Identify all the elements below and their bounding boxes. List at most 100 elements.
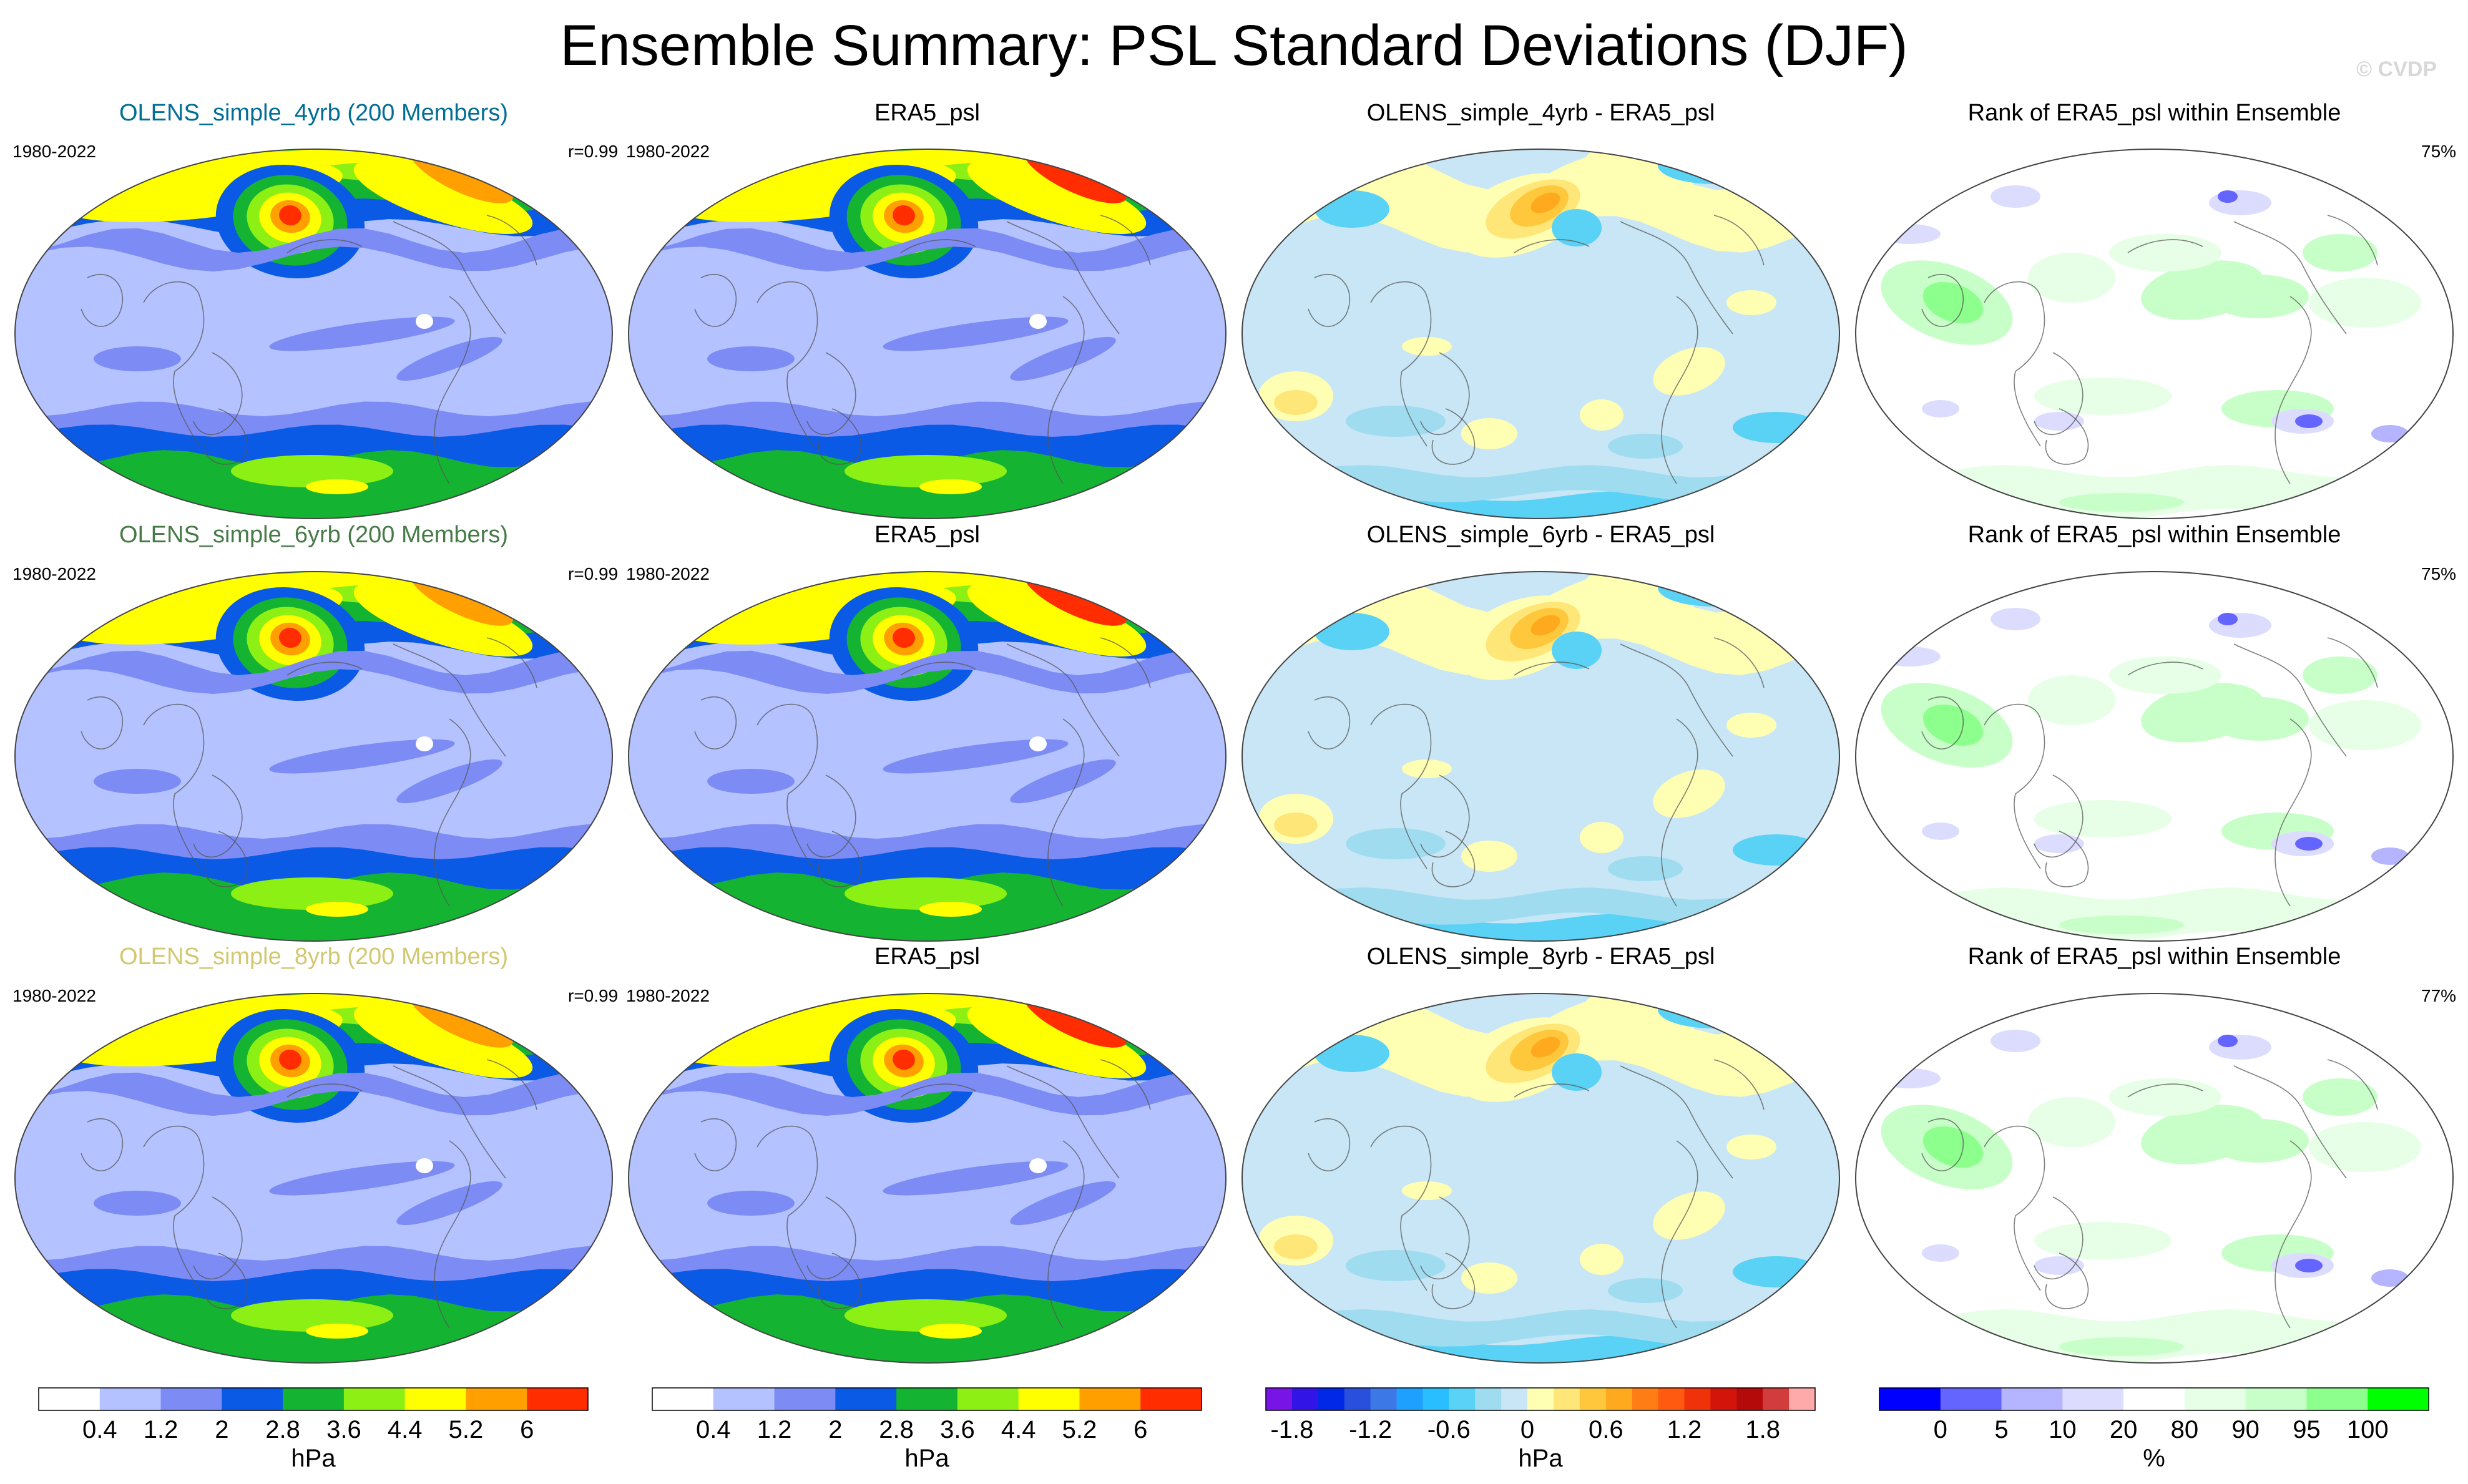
colorbar-tick-label: 2 — [215, 1416, 228, 1443]
colorbar-tick-label: 0 — [1520, 1416, 1534, 1443]
ensemble-mean-map-title: OLENS_simple_4yrb (200 Members) — [119, 100, 508, 126]
pattern-correlation-label: r=0.99 — [568, 564, 619, 583]
colorbar-swatch — [2001, 1388, 2063, 1410]
colorbar-swatch — [99, 1388, 162, 1410]
colorbar-tick-label: 2.8 — [879, 1416, 914, 1443]
ensemble-mean-map — [14, 993, 613, 1364]
colorbar-tick-label: 80 — [2171, 1416, 2199, 1443]
colorbar-4: 0 5 10 20 80 90 95 100% — [1879, 1387, 2429, 1472]
colorbar-swatch — [2306, 1388, 2368, 1410]
colorbar-swatch — [652, 1388, 714, 1410]
map-outline — [1855, 149, 2454, 519]
colorbar-swatch — [1632, 1388, 1659, 1410]
colorbar-tick-label: 0.4 — [82, 1416, 117, 1443]
observations-map-title: ERA5_psl — [874, 944, 980, 970]
colorbar-swatch — [1553, 1388, 1580, 1410]
colorbar-swatch — [2123, 1388, 2185, 1410]
colorbar-swatch — [2184, 1388, 2246, 1410]
map-outline — [628, 571, 1227, 942]
colorbar-swatch — [1344, 1388, 1371, 1410]
colorbar-units: hPa — [904, 1445, 949, 1472]
map-outline — [628, 993, 1227, 1364]
map-outline — [628, 149, 1227, 519]
observations-map — [628, 571, 1227, 942]
colorbar-tick-label: 0.4 — [696, 1416, 731, 1443]
difference-map — [1241, 149, 1840, 519]
rank-map-title: Rank of ERA5_psl within Ensemble — [1967, 100, 2341, 126]
map-outline — [14, 571, 613, 942]
colorbar-swatch — [2368, 1388, 2429, 1410]
rank-score-label: 77% — [2421, 986, 2457, 1005]
colorbar-swatch — [1079, 1388, 1141, 1410]
rank-map-title: Rank of ERA5_psl within Ensemble — [1967, 944, 2341, 970]
pattern-correlation-label: r=0.99 — [568, 986, 619, 1005]
colorbar-swatch — [1318, 1388, 1345, 1410]
colorbar-swatch — [774, 1388, 836, 1410]
colorbar-swatch — [1658, 1388, 1685, 1410]
rank-score-label: 75% — [2421, 564, 2457, 583]
colorbar-tick-label: 0.6 — [1589, 1416, 1623, 1443]
map-outline — [1241, 993, 1840, 1364]
map-outline — [1855, 993, 2454, 1364]
colorbar-swatch — [1449, 1388, 1476, 1410]
colorbar-tick-label: 4.4 — [388, 1416, 423, 1443]
cvdp-watermark: © CVDP — [2356, 57, 2437, 81]
colorbar-2: 0.4 1.2 2 2.8 3.6 4.4 5.2 6 hPa — [652, 1387, 1202, 1472]
colorbar-swatch — [2245, 1388, 2307, 1410]
colorbar-tick-label: -1.2 — [1349, 1416, 1392, 1443]
period-label: 1980-2022 — [626, 986, 710, 1005]
observations-map — [628, 149, 1227, 519]
colorbar-tick-label: -1.8 — [1270, 1416, 1313, 1443]
pattern-correlation-label: r=0.99 — [568, 142, 619, 161]
colorbar-swatch — [713, 1388, 775, 1410]
colorbar-swatch — [2062, 1388, 2124, 1410]
observations-map — [628, 993, 1227, 1364]
colorbar-swatch — [1879, 1388, 1941, 1410]
colorbar-swatch — [1291, 1388, 1319, 1410]
colorbar-swatch — [343, 1388, 406, 1410]
colorbar-tick-label: 1.2 — [1667, 1416, 1702, 1443]
colorbar-swatch — [1527, 1388, 1554, 1410]
colorbar-3: -1.8 -1.2 -0.6 0 0.6 1.2 1.8 hPa — [1265, 1387, 1816, 1472]
ensemble-mean-map — [14, 571, 613, 942]
page-title: Ensemble Summary: PSL Standard Deviation… — [560, 14, 1908, 77]
rank-map — [1855, 149, 2454, 519]
colorbar-swatch — [1475, 1388, 1502, 1410]
rank-map — [1855, 571, 2454, 942]
colorbar-tick-label: 6 — [520, 1416, 534, 1443]
colorbar-swatch — [1736, 1388, 1763, 1410]
colorbar-tick-label: 90 — [2231, 1416, 2260, 1443]
colorbar-swatch — [222, 1388, 283, 1410]
colorbar-tick-label: 2 — [828, 1416, 842, 1443]
colorbar-swatch — [1710, 1388, 1737, 1410]
colorbar-swatch — [1684, 1388, 1711, 1410]
period-label: 1980-2022 — [626, 142, 710, 161]
colorbar-swatch — [957, 1388, 1019, 1410]
map-outline — [1241, 149, 1840, 519]
colorbar-tick-label: -0.6 — [1427, 1416, 1471, 1443]
colorbar-tick-label: 1.2 — [757, 1416, 792, 1443]
colorbar-swatch — [1423, 1388, 1449, 1410]
colorbar-swatch — [1789, 1388, 1816, 1410]
map-outline — [14, 149, 613, 519]
colorbar-tick-label: 3.6 — [940, 1416, 975, 1443]
colorbar-swatch — [160, 1388, 222, 1410]
colorbar-units: % — [2143, 1445, 2165, 1472]
map-outline — [14, 993, 613, 1364]
difference-map — [1241, 571, 1840, 942]
rank-map-title: Rank of ERA5_psl within Ensemble — [1967, 522, 2341, 548]
difference-map-title: OLENS_simple_6yrb - ERA5_psl — [1366, 522, 1715, 548]
colorbar-swatch — [527, 1388, 589, 1410]
rank-map — [1855, 993, 2454, 1364]
ensemble-mean-map-title: OLENS_simple_8yrb (200 Members) — [119, 944, 508, 970]
colorbar-swatch — [1763, 1388, 1790, 1410]
colorbar-swatch — [404, 1388, 466, 1410]
colorbar-swatch — [1940, 1388, 2002, 1410]
colorbar-tick-label: 1.8 — [1745, 1416, 1780, 1443]
difference-map — [1241, 993, 1840, 1364]
colorbar-swatch — [1266, 1388, 1293, 1410]
colorbar-swatch — [1396, 1388, 1423, 1410]
colorbar-tick-label: 4.4 — [1001, 1416, 1036, 1443]
colorbar-tick-label: 5.2 — [1062, 1416, 1097, 1443]
colorbar-swatch — [1579, 1388, 1607, 1410]
